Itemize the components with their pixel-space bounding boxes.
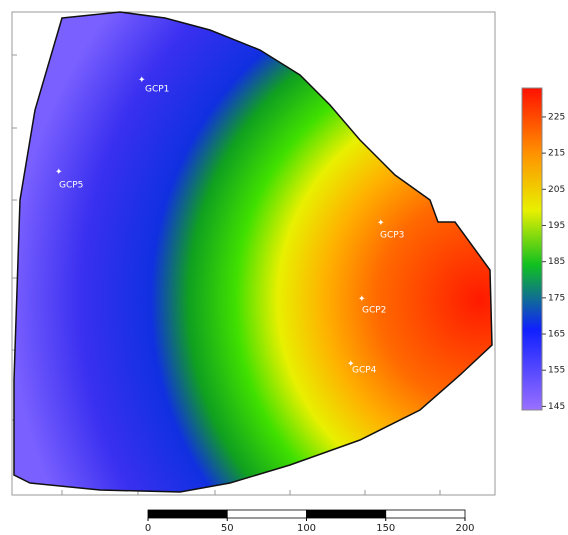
scale-tick-label: 200 [455, 523, 474, 534]
colorbar-tick-label: 175 [548, 293, 565, 303]
gcp-label: GCP5 [59, 181, 83, 191]
scale-tick-label: 50 [221, 523, 234, 534]
scale-segment [227, 510, 306, 518]
scale-tick-label: 100 [297, 523, 316, 534]
colorbar-tick-label: 195 [548, 221, 565, 231]
scale-tick-label: 0 [145, 523, 151, 534]
elevation-surface [14, 12, 492, 492]
colorbar-tick-label: 215 [548, 149, 565, 159]
gcp-label: GCP3 [380, 231, 404, 241]
colorbar-tick-label: 155 [548, 366, 565, 376]
gcp-label: GCP1 [145, 85, 169, 95]
gcp-label: GCP4 [352, 366, 377, 376]
scale-segment [148, 510, 227, 518]
scale-tick-label: 150 [376, 523, 395, 534]
colorbar-tick-label: 165 [548, 330, 565, 340]
gcp-star: ✦ [55, 168, 63, 178]
colorbar-tick-label: 145 [548, 402, 565, 412]
gcp-label: GCP2 [362, 306, 386, 316]
gcp-star: ✦ [358, 295, 366, 305]
colorbar [522, 88, 542, 410]
map-figure: ✦ GCP1 ✦ GCP5 ✦ GCP3 ✦ GCP2 ✦ GCP4 14515… [0, 0, 568, 535]
colorbar-tick-label: 185 [548, 257, 565, 267]
gcp-star: ✦ [377, 219, 385, 229]
colorbar-tick-label: 225 [548, 112, 565, 122]
colorbar-tick-label: 205 [548, 185, 565, 195]
scale-segment [307, 510, 386, 518]
scale-segment [386, 510, 465, 518]
